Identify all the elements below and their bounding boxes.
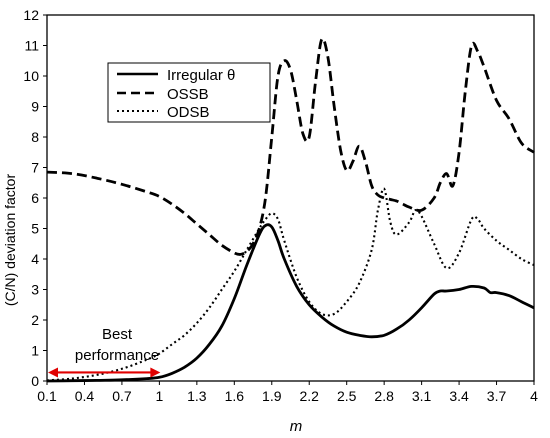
x-tick-label: 2.8 [374,388,394,404]
x-tick-label: 0.4 [75,388,95,404]
series-line-dotted [46,187,535,382]
legend: Irregular θ OSSB ODSB [107,62,271,123]
annotation-best: Best [102,326,133,343]
x-tick-label: 3.7 [487,388,507,404]
legend-label-odsb: ODSB [167,104,210,121]
x-tick-label: 1.9 [262,388,282,404]
series-line-solid [46,223,535,383]
y-tick-label: 5 [31,221,39,237]
arrow-head-right [150,367,161,378]
y-tick-label: 2 [31,312,39,328]
y-tick-label: 6 [31,190,39,206]
y-tick-label: 1 [31,343,39,359]
x-tick-label: 0.1 [37,388,57,404]
y-tick-label: 7 [31,160,39,176]
y-axis-label: (C/N) deviation factor [2,174,18,307]
x-tick-label: 1.3 [187,388,207,404]
x-tick-label: 1.6 [225,388,245,404]
y-tick-label: 9 [31,99,39,115]
axes: 0.1 0.4 0.7 1 1.3 1.6 1.9 2.2 2.5 2.8 3.1 3.4 3.7 4 0 1… [23,7,538,404]
y-tick-label: 0 [31,373,39,389]
y-tick-label: 11 [24,38,39,54]
y-tick-label: 4 [31,251,39,267]
legend-label-irregular: Irregular θ [167,67,235,84]
series-layer [46,37,535,383]
x-tick-label: 0.7 [112,388,132,404]
series-line-dashed [46,37,535,256]
x-tick-label: 3.4 [449,388,469,404]
x-tick-label: 2.5 [337,388,357,404]
x-axis-label: m [290,418,303,435]
legend-label-ossb: OSSB [167,86,209,103]
x-tick-label: 4 [530,388,538,404]
y-tick-label: 10 [23,68,39,84]
y-tick-label: 3 [31,282,39,298]
x-tick-label: 1 [155,388,163,404]
y-tick-label: 8 [31,129,39,145]
x-tick-label: 2.2 [299,388,319,404]
y-tick-label: 12 [23,7,39,23]
arrow-head-left [48,367,58,378]
annotation-layer: Best performance [48,326,161,378]
annotation-performance: performance [75,347,159,364]
x-tick-label: 3.1 [412,388,432,404]
